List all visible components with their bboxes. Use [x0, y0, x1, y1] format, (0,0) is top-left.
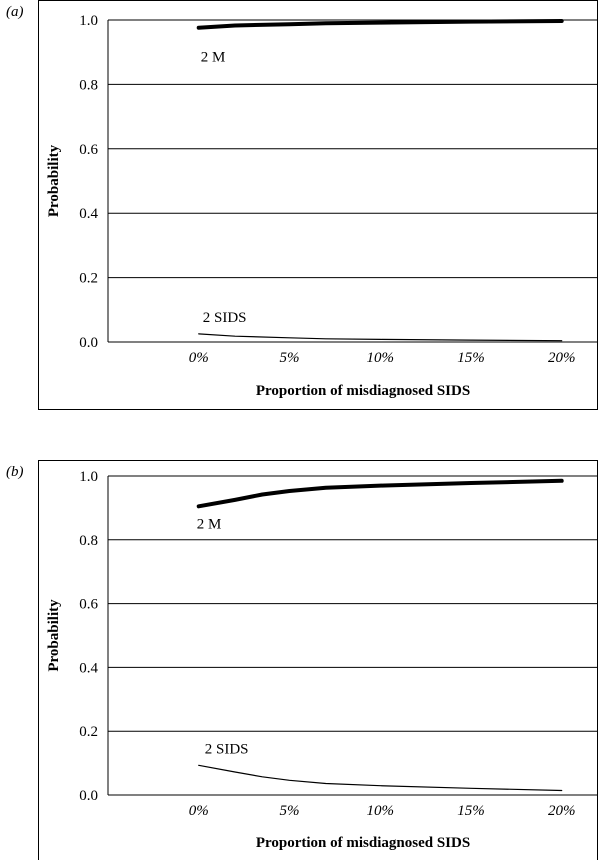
panel-a-series-2-sids-line: [198, 333, 563, 342]
panel-a-letter: (a): [6, 4, 24, 20]
panel-b-x-tick-label: 0%: [189, 803, 209, 819]
panel-b-series-2-sids-line: [198, 764, 563, 792]
panel-a-y-tick-label: 0.2: [79, 271, 98, 287]
panel-a-series-2-m-label: 2 M: [201, 50, 226, 66]
panel-a-y-tick-label: 0.0: [79, 335, 98, 351]
panel-b-x-tick-label: 10%: [366, 803, 394, 819]
panel-a-y-tick-label: 0.8: [79, 77, 98, 93]
panel-b-y-tick-label: 0.6: [79, 597, 98, 613]
panel-a-x-tick-label: 0%: [189, 350, 209, 366]
panel-b-letter: (b): [6, 464, 24, 480]
panel-a-y-tick-label: 0.6: [79, 142, 98, 158]
panel-b-y-axis-title: Probability: [46, 599, 62, 672]
panel-b-x-tick-label: 15%: [457, 803, 485, 819]
panel-b-x-tick-label: 5%: [279, 803, 299, 819]
panel-b-y-tick-label: 0.4: [79, 660, 98, 676]
panel-b-series-2-m-line: [196, 478, 564, 509]
panel-a-x-tick-label: 5%: [279, 350, 299, 366]
panel-a-x-tick-label: 20%: [548, 350, 576, 366]
panel-a-y-axis-title: Probability: [46, 144, 62, 217]
panel-a-x-tick-label: 10%: [366, 350, 394, 366]
panel-a-y-tick-label: 1.0: [79, 13, 98, 29]
panel-b-y-tick-label: 0.2: [79, 724, 98, 740]
panel-b-y-tick-label: 0.0: [79, 788, 98, 804]
panel-a-series-2-sids-label: 2 SIDS: [203, 310, 247, 326]
panel-a-y-tick-label: 0.4: [79, 206, 98, 222]
panel-a-x-tick-label: 15%: [457, 350, 485, 366]
panel-a-series-2-m-line: [196, 19, 564, 30]
panel-b-x-axis-title: Proportion of misdiagnosed SIDS: [256, 835, 470, 851]
panel-b-x-tick-label: 20%: [548, 803, 576, 819]
panel-b-series-2-m-label: 2 M: [197, 516, 222, 532]
panel-b-y-tick-label: 0.8: [79, 533, 98, 549]
panel-a-x-axis-title: Proportion of misdiagnosed SIDS: [256, 383, 470, 399]
panel-b-y-tick-label: 1.0: [79, 469, 98, 485]
panel-b-series-2-sids-label: 2 SIDS: [205, 741, 249, 757]
